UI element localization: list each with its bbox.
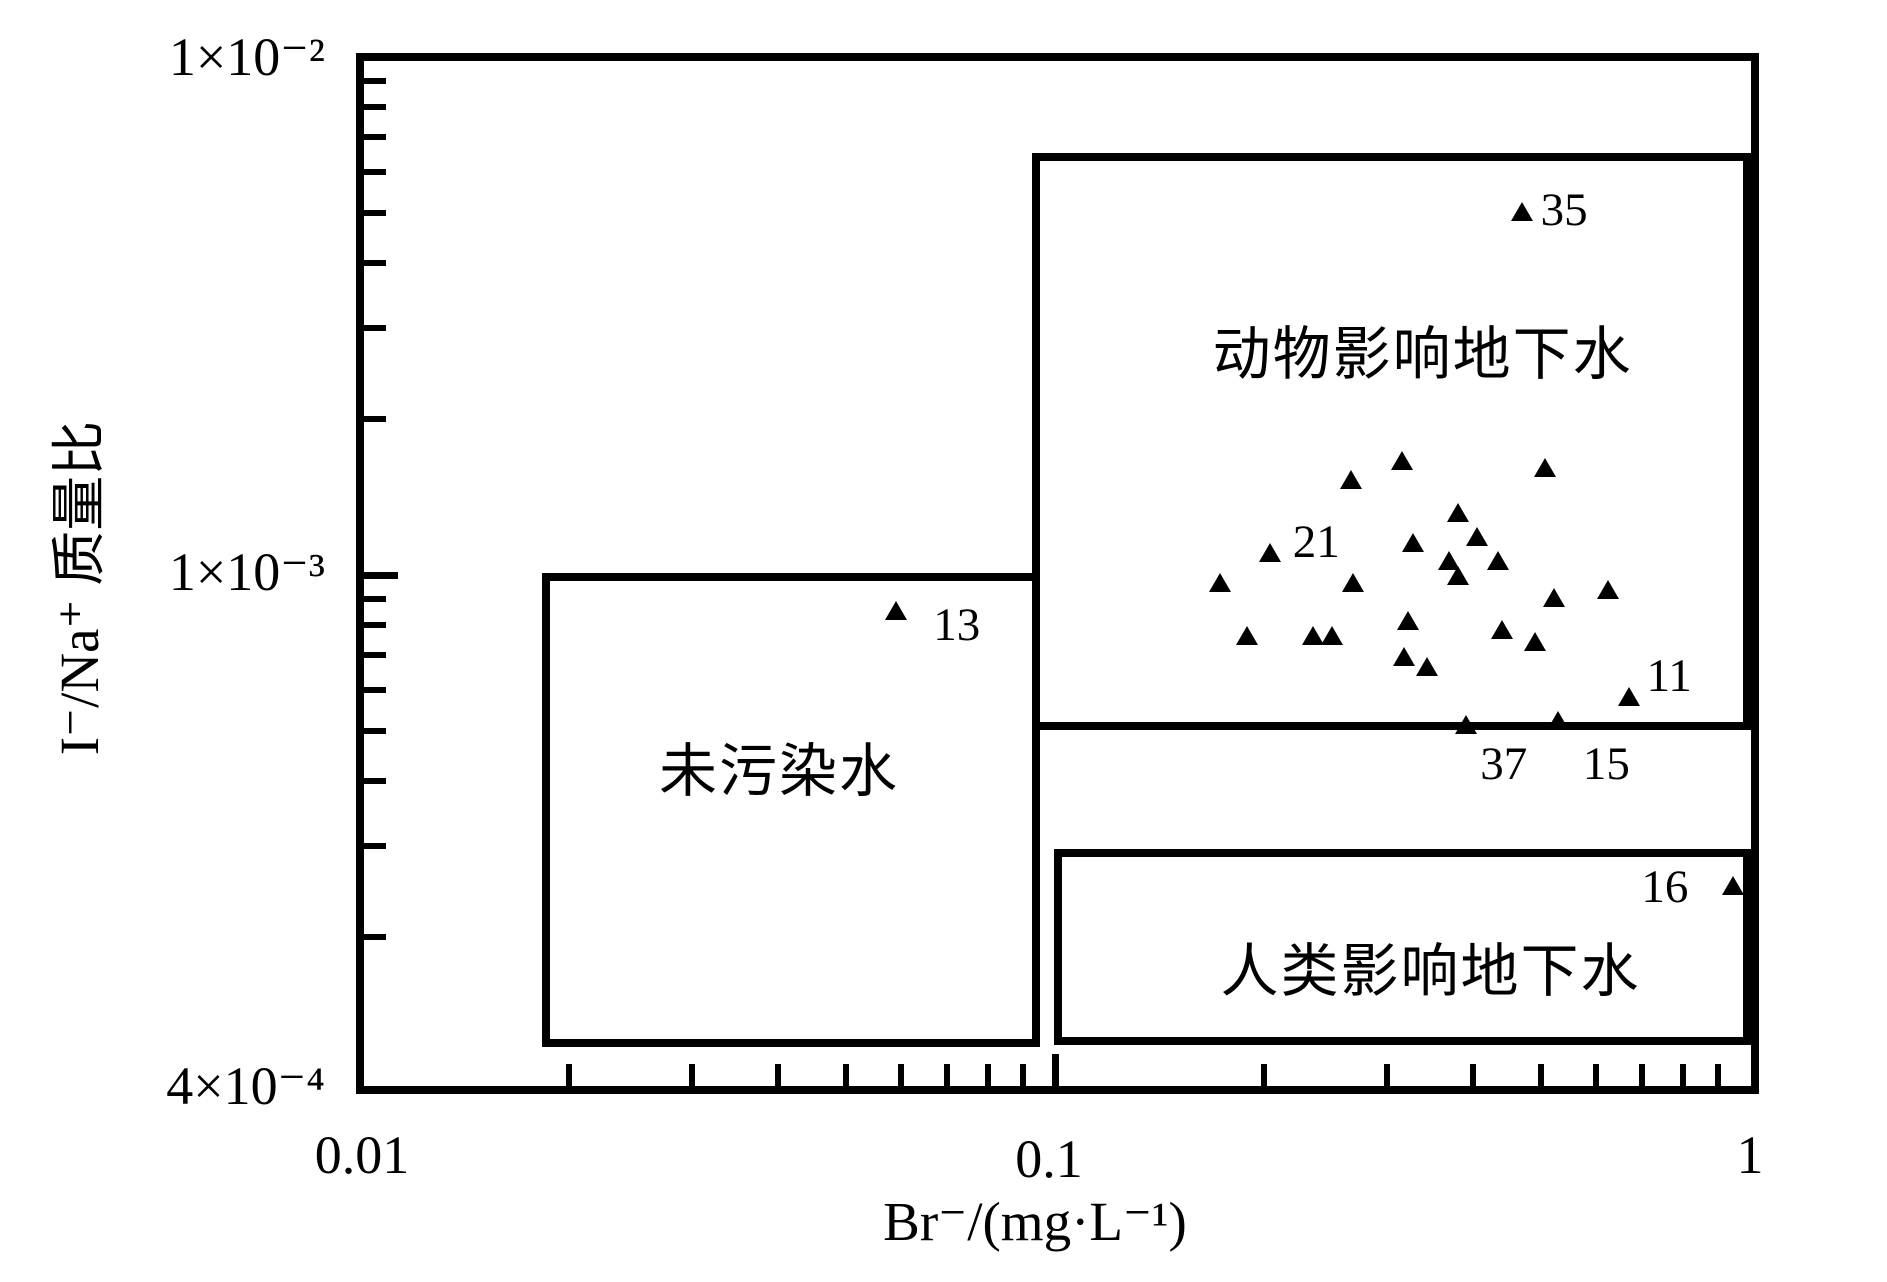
x-minor-tick [1679,1064,1686,1086]
data-point-triangle [1533,458,1556,478]
data-point-triangle [1487,550,1510,570]
data-point-triangle [1446,503,1469,523]
x-axis-title: Br⁻/(mg·L⁻¹) [883,1191,1187,1252]
data-point-triangle [1491,619,1514,639]
x-tick-label-1: 1 [1736,1125,1764,1185]
x-minor-tick [688,1064,695,1086]
data-point-triangle [1341,573,1364,593]
y-minor-tick [364,595,386,602]
data-point-triangle [1209,573,1232,593]
data-point-triangle [884,600,907,620]
x-minor-tick [1537,1064,1544,1086]
x-major-tick [1052,1054,1059,1086]
x-minor-tick [1020,1064,1027,1086]
y-minor-tick [364,622,386,629]
point-label: 16 [1641,860,1689,913]
x-minor-tick [944,1064,951,1086]
point-label: 21 [1292,515,1340,568]
y-minor-tick [364,778,386,785]
data-point-triangle [1401,532,1424,552]
y-minor-tick [364,934,386,941]
y-minor-tick [364,842,386,849]
data-point-triangle [1259,542,1282,562]
x-minor-tick [897,1064,904,1086]
y-axis-title: I⁻/Na⁺ 质量比 [49,420,110,756]
data-point-triangle [1416,657,1439,677]
y-minor-tick [364,324,386,331]
y-minor-tick [364,168,386,175]
x-minor-tick [1261,1064,1268,1086]
region [1054,849,1751,1045]
data-point-triangle [1466,526,1489,546]
point-label: 13 [933,598,981,651]
point-label: 15 [1582,738,1630,791]
x-minor-tick [1592,1064,1599,1086]
region [541,573,1041,1047]
x-minor-tick [1383,1064,1390,1086]
point-label: 35 [1540,183,1588,236]
region-label: 动物影响地下水 [1212,321,1633,387]
data-point-triangle [1340,469,1363,489]
region [1032,153,1751,731]
data-point-triangle [1511,201,1534,221]
data-point-triangle [1236,625,1259,645]
region-label: 未污染水 [658,739,900,805]
data-point-triangle [1618,686,1641,706]
y-minor-tick [364,727,386,734]
data-point-triangle [1547,711,1570,731]
y-minor-tick [364,209,386,216]
x-minor-tick [1470,1064,1477,1086]
data-point-triangle [1391,451,1414,471]
point-label: 11 [1646,649,1692,702]
data-point-triangle [1542,587,1565,607]
y-minor-tick [364,652,386,659]
data-point-triangle [1301,625,1324,645]
y-tick-label-1e-2: 1×10⁻² [168,27,325,87]
y-minor-tick [364,104,386,111]
region-label: 人类影响地下水 [1220,939,1641,1005]
x-minor-tick [775,1064,782,1086]
x-minor-tick [1715,1064,1722,1086]
x-minor-tick [984,1064,991,1086]
data-point-triangle [1320,625,1343,645]
data-point-triangle [1454,715,1477,735]
data-point-triangle [1396,611,1419,631]
y-minor-tick [364,260,386,267]
data-point-triangle [1523,631,1546,651]
y-minor-tick [364,134,386,141]
y-minor-tick [364,416,386,423]
point-label: 37 [1480,738,1528,791]
data-point-triangle [1393,647,1416,667]
y-minor-tick [364,686,386,693]
plot-frame [356,53,1759,1094]
y-major-tick [364,572,398,579]
x-minor-tick [1639,1064,1646,1086]
x-tick-label-0.1: 0.1 [1015,1129,1083,1189]
data-point-triangle [1438,550,1461,570]
x-minor-tick [842,1064,849,1086]
y-minor-tick [364,77,386,84]
data-point-triangle [1446,566,1469,586]
x-tick-label-0.01: 0.01 [314,1125,410,1185]
y-tick-label-4e-4: 4×10⁻⁴ [166,1056,325,1116]
data-point-triangle [1721,875,1744,895]
y-tick-label-1e-3: 1×10⁻³ [168,542,325,602]
data-point-triangle [1597,580,1620,600]
x-minor-tick [566,1064,573,1086]
